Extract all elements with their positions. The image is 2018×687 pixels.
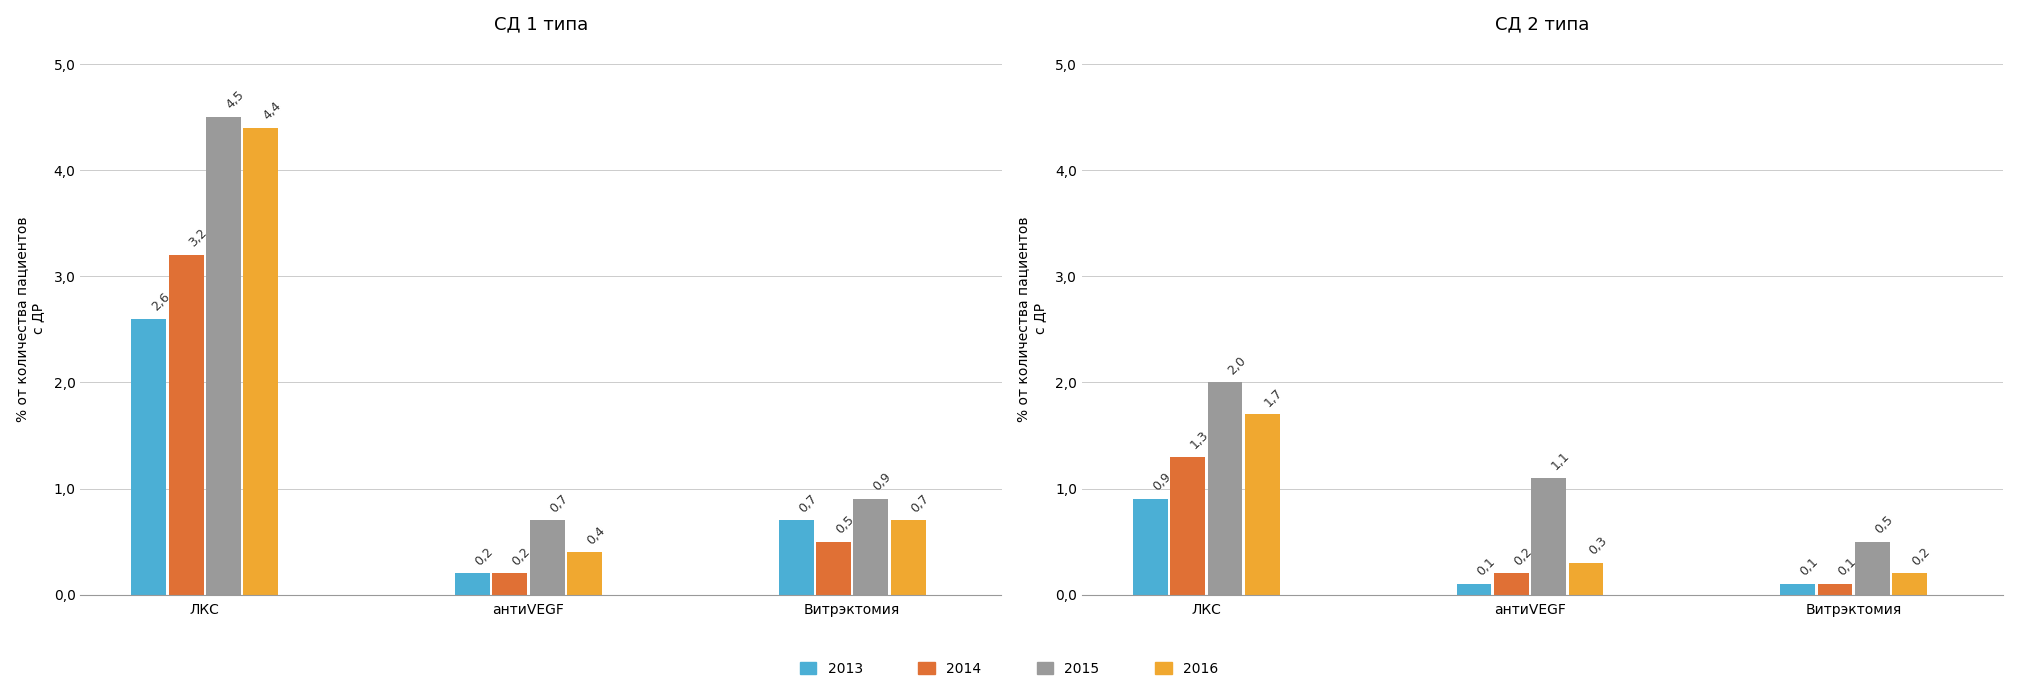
Bar xyxy=(779,521,813,595)
Text: 0,4: 0,4 xyxy=(585,523,607,547)
Bar xyxy=(1207,383,1243,595)
Text: 0,5: 0,5 xyxy=(833,513,858,537)
Bar xyxy=(131,319,165,595)
Bar xyxy=(1855,541,1889,595)
Text: 0,7: 0,7 xyxy=(908,492,932,515)
Bar xyxy=(1532,478,1566,595)
Text: 3,2: 3,2 xyxy=(186,227,210,250)
Text: 0,2: 0,2 xyxy=(511,545,533,568)
Bar xyxy=(1132,499,1168,595)
Bar xyxy=(492,574,527,595)
Text: 0,5: 0,5 xyxy=(1873,513,1895,537)
Bar xyxy=(1170,457,1205,595)
Text: 2,6: 2,6 xyxy=(149,291,172,313)
Text: 0,7: 0,7 xyxy=(547,492,571,515)
Bar xyxy=(1493,574,1530,595)
Text: 0,1: 0,1 xyxy=(1834,556,1859,578)
Text: 0,2: 0,2 xyxy=(472,545,496,568)
Bar xyxy=(815,541,852,595)
Text: 1,3: 1,3 xyxy=(1189,428,1211,451)
Bar xyxy=(567,552,601,595)
Text: 1,1: 1,1 xyxy=(1548,449,1572,473)
Bar xyxy=(1780,584,1814,595)
Bar xyxy=(854,499,888,595)
Bar xyxy=(890,521,926,595)
Y-axis label: % от количества пациентов
с ДР: % от количества пациентов с ДР xyxy=(14,216,44,422)
Text: 0,9: 0,9 xyxy=(1150,471,1174,494)
Y-axis label: % от количества пациентов
с ДР: % от количества пациентов с ДР xyxy=(1017,216,1047,422)
Bar xyxy=(206,117,240,595)
Text: 2,0: 2,0 xyxy=(1225,354,1249,377)
Text: 4,4: 4,4 xyxy=(260,100,285,122)
Bar xyxy=(1457,584,1491,595)
Text: 0,1: 0,1 xyxy=(1473,556,1497,578)
Bar xyxy=(170,255,204,595)
Bar xyxy=(244,128,278,595)
Text: 0,1: 0,1 xyxy=(1798,556,1820,578)
Bar xyxy=(1893,574,1927,595)
Text: 0,2: 0,2 xyxy=(1511,545,1534,568)
Bar xyxy=(531,521,565,595)
Text: 0,3: 0,3 xyxy=(1586,534,1608,558)
Legend: 2013, 2014, 2015, 2016: 2013, 2014, 2015, 2016 xyxy=(795,657,1223,680)
Text: 0,7: 0,7 xyxy=(797,492,819,515)
Text: 1,7: 1,7 xyxy=(1263,386,1285,409)
Bar xyxy=(1818,584,1853,595)
Title: СД 1 типа: СД 1 типа xyxy=(494,15,587,33)
Bar xyxy=(456,574,490,595)
Title: СД 2 типа: СД 2 типа xyxy=(1495,15,1590,33)
Text: 0,2: 0,2 xyxy=(1909,545,1933,568)
Text: 4,5: 4,5 xyxy=(224,89,246,112)
Text: 0,9: 0,9 xyxy=(872,471,894,494)
Bar xyxy=(1568,563,1604,595)
Bar xyxy=(1245,414,1279,595)
